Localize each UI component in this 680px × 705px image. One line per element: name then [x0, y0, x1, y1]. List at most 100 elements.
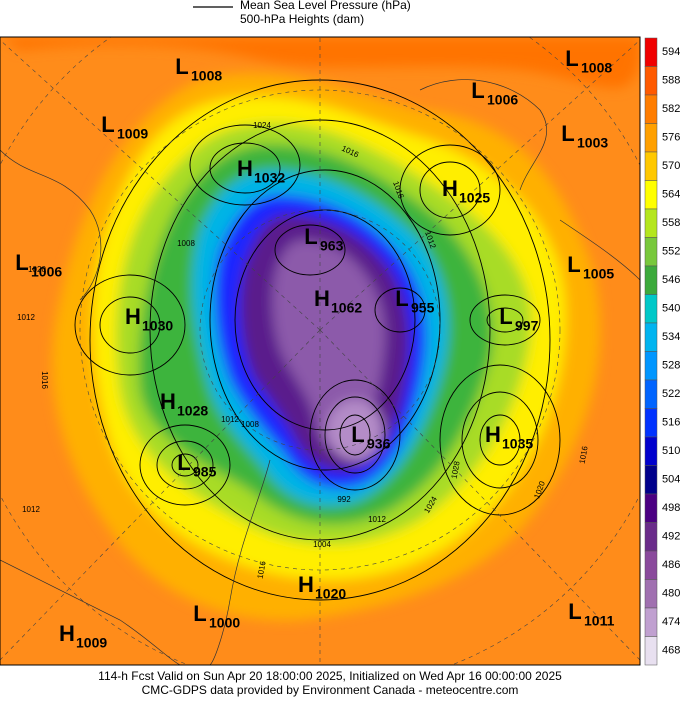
colorbar-label: 492 [662, 531, 680, 543]
isobar-label: 1012 [221, 415, 239, 424]
isobar-label: 1016 [256, 560, 268, 580]
center-value: 1009 [76, 635, 107, 651]
colorbar-cell [644, 465, 658, 495]
center-value: 1062 [331, 300, 362, 316]
center-letter: L [351, 422, 364, 447]
colorbar-label: 522 [662, 388, 680, 400]
footer-line: 114-h Fcst Valid on Sun Apr 20 18:00:00 … [98, 669, 562, 683]
center-letter: L [15, 250, 28, 275]
isobar-label: 1028 [450, 460, 462, 480]
center-letter: L [499, 304, 512, 329]
center-letter: L [471, 78, 484, 103]
footer-line: CMC-GDPS data provided by Environment Ca… [142, 683, 519, 697]
isobar-label: 1016 [578, 445, 590, 465]
map-frame [0, 36, 641, 666]
center-value: 955 [411, 300, 435, 316]
center-letter: L [177, 450, 190, 475]
center-value: 1000 [209, 615, 240, 631]
colorbar-label: 504 [662, 474, 680, 486]
center-letter: L [568, 599, 581, 624]
graticule [0, 37, 640, 665]
colorbar-cell [644, 94, 658, 124]
field-474 [327, 400, 383, 460]
isobar-label: 1008 [241, 420, 259, 429]
center-letter: L [101, 112, 114, 137]
isobar-label: 1020 [28, 265, 46, 274]
isobar-label: 1012 [368, 515, 386, 524]
center-letter: H [160, 389, 176, 414]
center-letter: L [561, 121, 574, 146]
colorbar-cell [644, 579, 658, 609]
colorbar-label: 468 [662, 645, 680, 657]
center-letter: L [304, 224, 317, 249]
isobar-label: 1012 [22, 505, 40, 514]
colorbar-label: 516 [662, 417, 680, 429]
colorbar: 594 588 582 576 570 564 558 552 546 540 534 528 522 5… [644, 37, 680, 666]
center-letter: H [125, 304, 141, 329]
center-value: 963 [320, 238, 344, 254]
colorbar-cell [644, 66, 658, 96]
field-486 [272, 240, 385, 451]
coastlines [0, 79, 640, 665]
colorbar-cell [644, 636, 658, 666]
center-letter: L [567, 252, 580, 277]
legend-item: 500-hPa Heights (dam) [240, 12, 364, 26]
colorbar-label: 528 [662, 360, 680, 372]
colorbar-label: 576 [662, 132, 680, 144]
colorbar-label: 558 [662, 217, 680, 229]
center-letter: H [298, 572, 314, 597]
center-letter: L [565, 46, 578, 71]
center-value: 1020 [315, 586, 346, 602]
center-value: 936 [367, 436, 391, 452]
center-letter: H [59, 621, 75, 646]
colorbar-label: 486 [662, 559, 680, 571]
colorbar-cell [644, 180, 658, 210]
colorbar-cell [644, 237, 658, 267]
center-value: 1011 [584, 613, 615, 629]
colorbar-cell [644, 208, 658, 238]
center-value: 1006 [31, 264, 62, 280]
colorbar-label: 564 [662, 189, 680, 201]
center-value: 1008 [191, 68, 222, 84]
colorbar-label: 594 [662, 46, 680, 58]
center-value: 1030 [142, 318, 173, 334]
colorbar-label: 498 [662, 502, 680, 514]
colorbar-cell [644, 379, 658, 409]
colorbar-label: 480 [662, 588, 680, 600]
center-letter: H [237, 156, 253, 181]
isobar-label: 992 [337, 495, 351, 504]
colorbar-cell [644, 550, 658, 580]
center-letter: H [442, 176, 458, 201]
colorbar-cell [644, 123, 658, 153]
colorbar-label: 540 [662, 303, 680, 315]
isobar-label: 1024 [253, 121, 271, 130]
colorbar-label: 552 [662, 246, 680, 258]
colorbar-cell [644, 151, 658, 181]
colorbar-cell [644, 322, 658, 352]
center-value: 1005 [583, 266, 614, 282]
colorbar-cell [644, 408, 658, 438]
center-value: 1006 [487, 92, 518, 108]
colorbar-label: 510 [662, 445, 680, 457]
colorbar-label: 534 [662, 331, 680, 343]
isobar-label: 1016 [40, 371, 49, 389]
center-value: 997 [515, 318, 539, 334]
colorbar-cell [644, 37, 658, 67]
isobar-label: 1004 [313, 540, 331, 549]
center-value: 1008 [581, 60, 612, 76]
colorbar-cell [644, 522, 658, 552]
colorbar-label: 588 [662, 75, 680, 87]
center-value: 1035 [502, 436, 533, 452]
colorbar-cell [644, 351, 658, 381]
center-letter: H [314, 286, 330, 311]
colorbar-cell [644, 294, 658, 324]
center-value: 1009 [117, 126, 148, 142]
center-value: 1028 [177, 403, 208, 419]
colorbar-cell [644, 493, 658, 523]
isobar-label: 1012 [17, 313, 35, 322]
colorbar-cell [644, 607, 658, 637]
colorbar-label: 474 [662, 616, 680, 628]
